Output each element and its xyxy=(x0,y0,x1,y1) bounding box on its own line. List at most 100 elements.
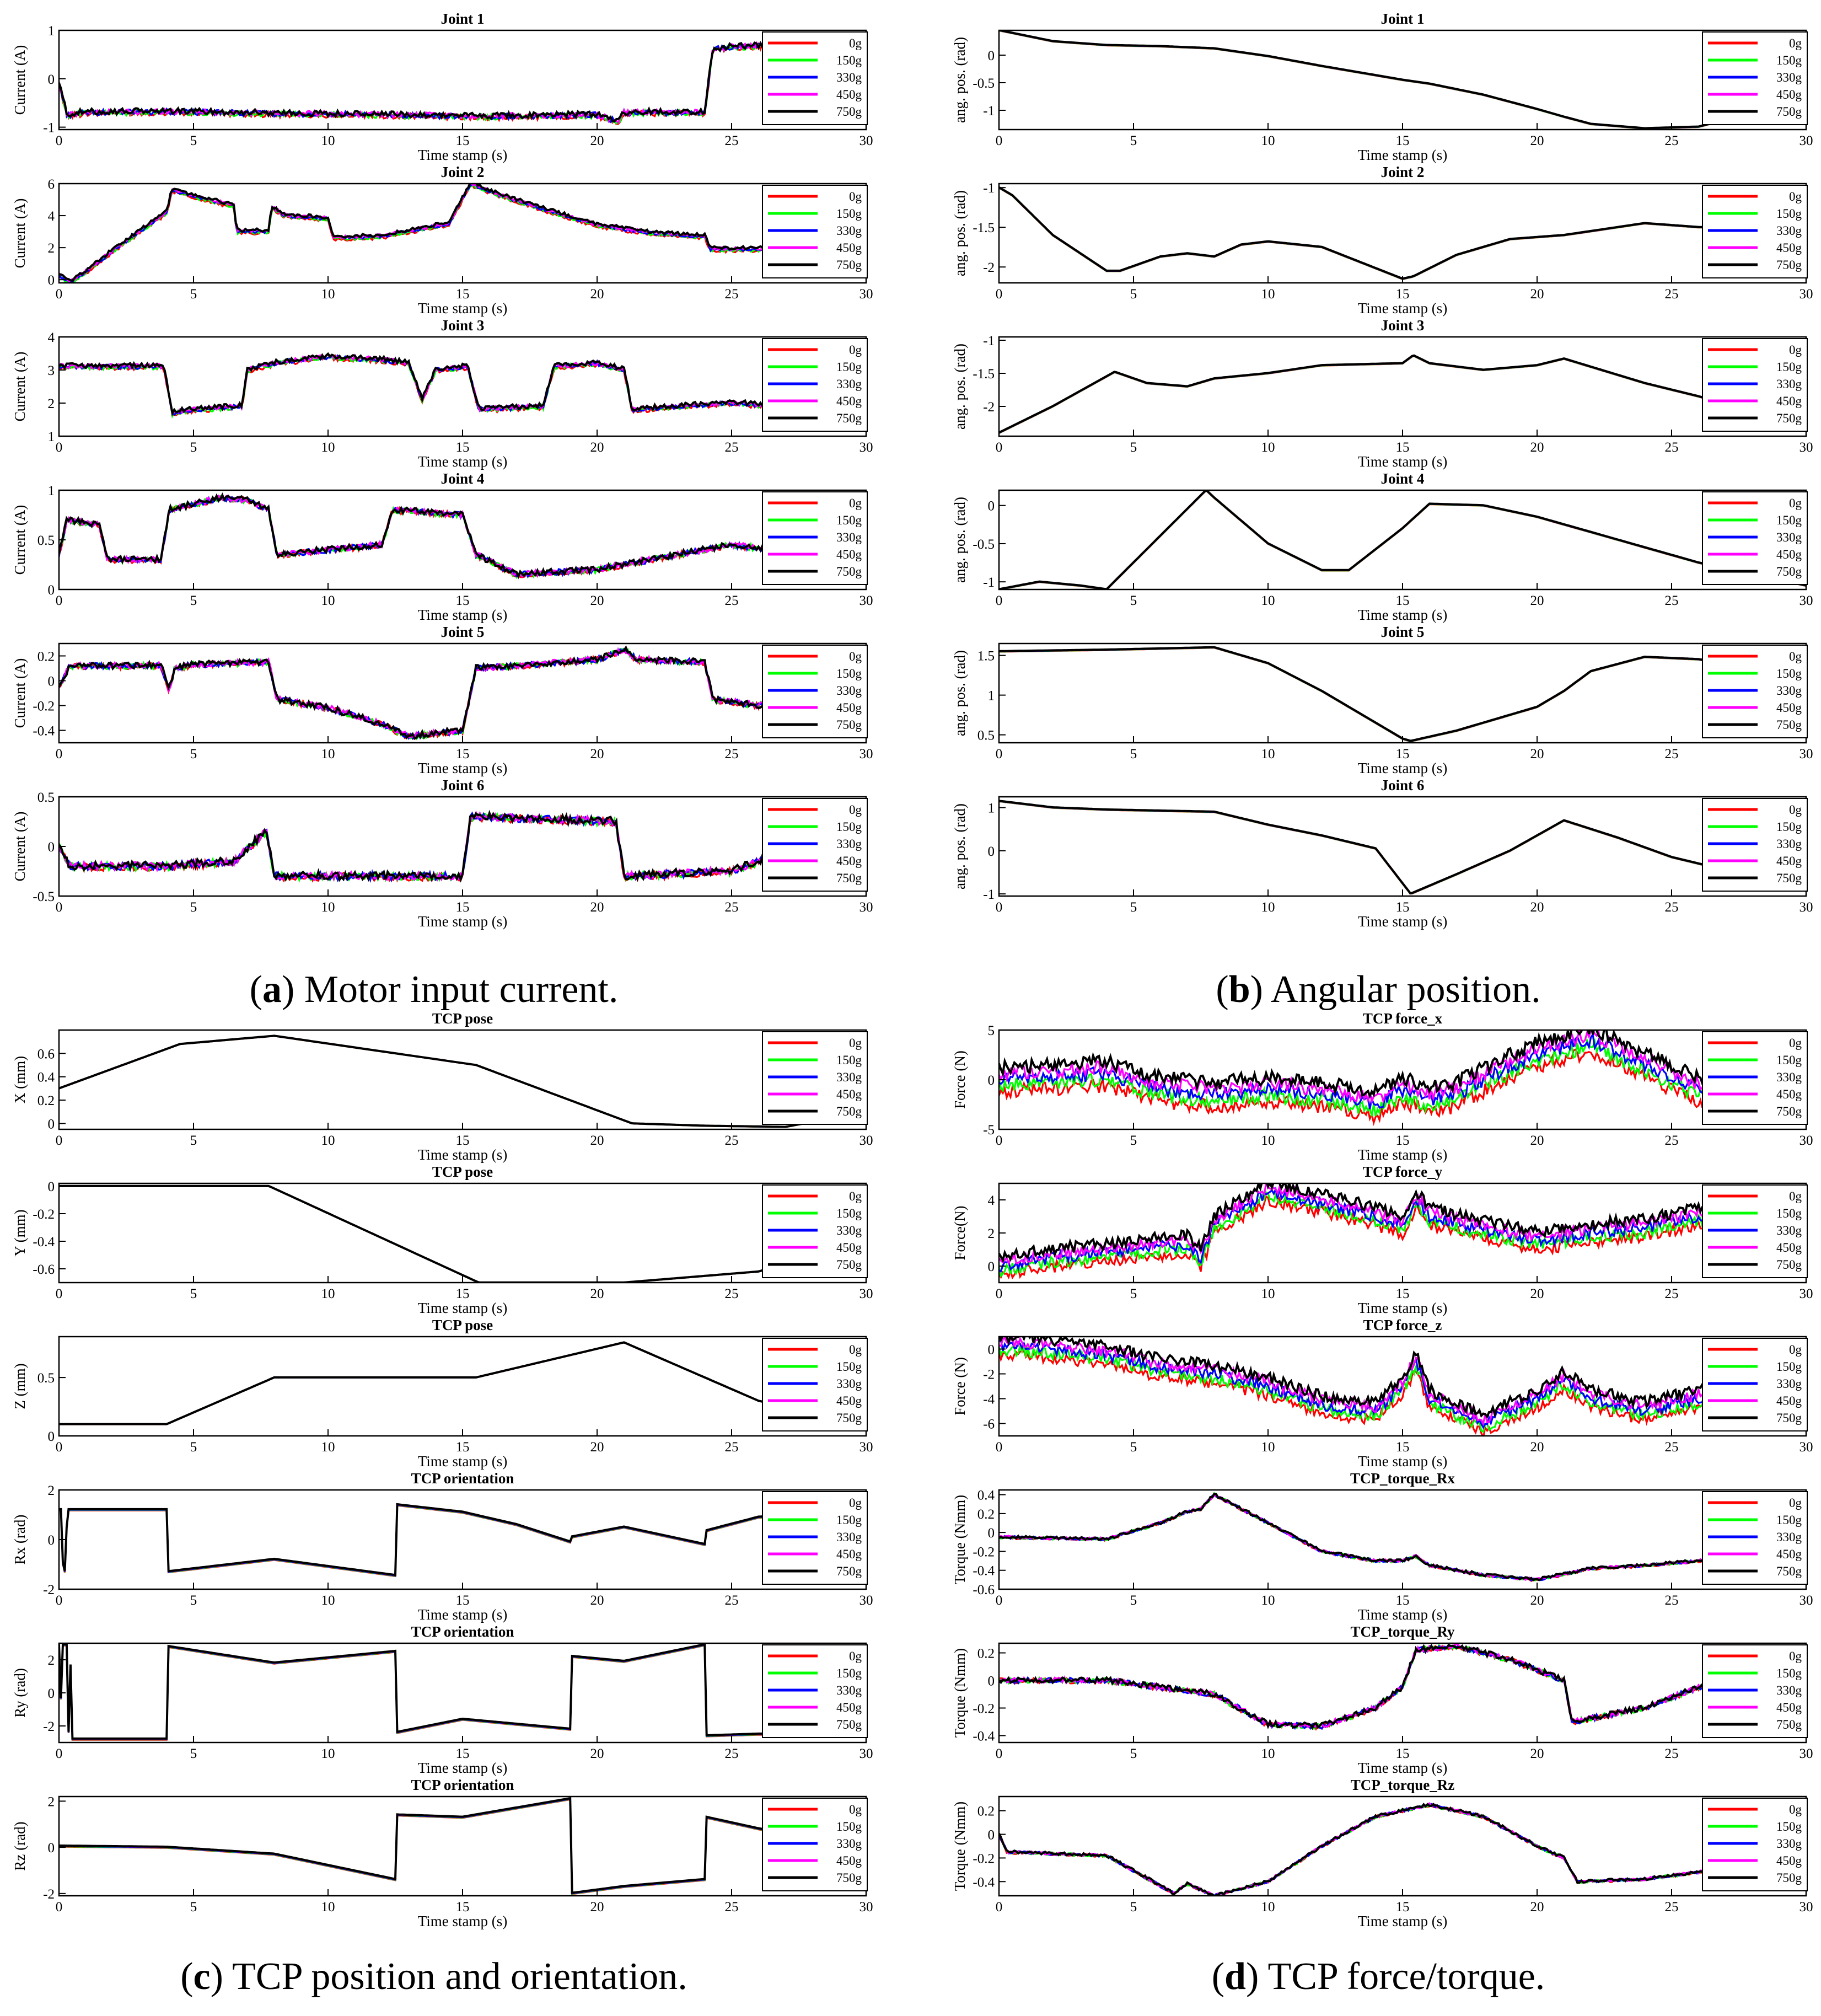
legend-label-0g: 0g xyxy=(849,650,862,663)
legend-label-330g: 330g xyxy=(836,1683,862,1697)
series-line-150g xyxy=(999,1804,1806,1896)
x-axis-label: Time stamp (s) xyxy=(418,1453,508,1470)
y-tick-label: -1 xyxy=(983,104,995,119)
x-tick-label: 0 xyxy=(56,133,63,148)
subplot-b-4: Joint 4 0 5 10 15 20 25 30 Time stamp (s) -1 -0.5 0… xyxy=(952,470,1813,623)
x-tick-label: 15 xyxy=(1396,287,1410,302)
subplot-b-1: Joint 1 0 5 10 15 20 25 30 Time stamp (s) -1 -0.5 0… xyxy=(952,10,1813,163)
legend-label-450g: 450g xyxy=(836,1241,862,1254)
y-tick-label: -2 xyxy=(983,260,995,275)
x-tick-label: 0 xyxy=(996,1900,1003,1915)
x-tick-label: 30 xyxy=(1799,440,1813,455)
y-tick-label: 0.2 xyxy=(977,1647,995,1661)
x-tick-label: 5 xyxy=(1130,1593,1137,1608)
caption-c: (c) TCP position and orientation. xyxy=(180,1955,687,1998)
y-tick-label: -0.4 xyxy=(33,1235,55,1250)
legend-label-150g: 150g xyxy=(1776,1360,1802,1374)
x-tick-label: 15 xyxy=(456,1746,470,1761)
x-tick-label: 5 xyxy=(1130,440,1137,455)
legend-label-750g: 750g xyxy=(1776,105,1802,119)
x-tick-label: 5 xyxy=(190,1593,197,1608)
legend-label-750g: 750g xyxy=(836,871,862,885)
x-tick-label: 5 xyxy=(190,440,197,455)
x-tick-label: 15 xyxy=(1396,133,1410,148)
y-tick-label: 5 xyxy=(988,1023,995,1038)
series-line-750g xyxy=(999,1643,1806,1730)
series-line-330g xyxy=(59,1341,866,1425)
legend-label-450g: 450g xyxy=(836,548,862,561)
x-tick-label: 5 xyxy=(1130,747,1137,762)
x-tick-label: 30 xyxy=(1799,1900,1813,1915)
x-tick-label: 15 xyxy=(1396,900,1410,915)
legend-label-150g: 150g xyxy=(836,513,862,527)
x-tick-label: 30 xyxy=(860,440,873,455)
y-axis-label: Current (A) xyxy=(12,45,28,115)
series-group xyxy=(59,352,866,419)
legend-label-0g: 0g xyxy=(1789,803,1802,817)
y-tick-label: 0 xyxy=(48,1533,55,1548)
x-axis-label: Time stamp (s) xyxy=(418,607,508,623)
series-group xyxy=(999,800,1806,895)
legend-label-150g: 150g xyxy=(836,53,862,67)
legend: 0g 150g 330g 450g 750g xyxy=(1702,1798,1808,1891)
y-tick-label: 0 xyxy=(48,583,55,598)
legend-label-330g: 330g xyxy=(1776,224,1802,238)
legend-label-0g: 0g xyxy=(849,36,862,50)
y-tick-label: 0 xyxy=(48,840,55,855)
axes-frame xyxy=(58,1336,867,1437)
legend-label-330g: 330g xyxy=(1776,1377,1802,1391)
series-group xyxy=(59,1503,866,1578)
y-tick-label: 0 xyxy=(48,1686,55,1701)
x-axis-label: Time stamp (s) xyxy=(1358,300,1448,317)
y-tick-label: -6 xyxy=(983,1417,995,1432)
legend-label-150g: 150g xyxy=(1776,53,1802,67)
y-tick-label: 1 xyxy=(48,484,55,498)
legend: 0g 150g 330g 450g 750g xyxy=(1702,491,1808,585)
y-tick-label: -0.5 xyxy=(973,537,995,552)
series-line-0g xyxy=(999,1048,1806,1127)
series-line-750g xyxy=(999,354,1806,434)
subplot-title: Joint 2 xyxy=(1381,164,1425,180)
legend-label-0g: 0g xyxy=(1789,496,1802,510)
y-tick-label: -1 xyxy=(43,121,55,136)
legend-label-150g: 150g xyxy=(836,360,862,374)
y-axis-label: Rx (rad) xyxy=(12,1515,28,1565)
x-tick-label: 0 xyxy=(996,1133,1003,1148)
x-tick-label: 20 xyxy=(590,1440,604,1455)
legend-label-150g: 150g xyxy=(1776,1513,1802,1527)
legend-label-0g: 0g xyxy=(849,1036,862,1050)
x-tick-label: 5 xyxy=(190,1746,197,1761)
legend: 0g 150g 330g 450g 750g xyxy=(762,1491,868,1585)
x-tick-label: 30 xyxy=(1799,900,1813,915)
x-tick-label: 0 xyxy=(56,1593,63,1608)
series-line-0g xyxy=(999,1493,1806,1582)
legend-label-450g: 450g xyxy=(1776,1087,1802,1101)
legend-label-450g: 450g xyxy=(836,88,862,101)
series-line-450g xyxy=(59,1034,866,1128)
y-tick-label: -0.2 xyxy=(973,1545,995,1559)
x-axis-label: Time stamp (s) xyxy=(1358,1300,1448,1316)
x-tick-label: 20 xyxy=(590,900,604,915)
axes-frame xyxy=(58,1642,867,1744)
series-line-330g xyxy=(59,1185,866,1283)
y-tick-label: -0.4 xyxy=(973,1729,995,1744)
x-tick-label: 30 xyxy=(1799,747,1813,762)
series-line-750g xyxy=(59,35,866,123)
x-tick-label: 20 xyxy=(1530,1746,1544,1761)
x-tick-label: 20 xyxy=(590,133,604,148)
series-group xyxy=(999,1337,1806,1436)
x-axis-label: Time stamp (s) xyxy=(418,453,508,470)
x-tick-label: 15 xyxy=(456,440,470,455)
series-line-750g xyxy=(999,1337,1806,1419)
x-tick-label: 20 xyxy=(590,1133,604,1148)
series-group xyxy=(999,1183,1806,1280)
x-tick-label: 30 xyxy=(1799,1746,1813,1761)
y-tick-label: 2 xyxy=(48,396,55,411)
x-axis-label: Time stamp (s) xyxy=(418,1146,508,1163)
legend-label-450g: 450g xyxy=(836,1854,862,1868)
x-axis-label: Time stamp (s) xyxy=(1358,1760,1448,1776)
x-tick-label: 30 xyxy=(860,1286,873,1301)
subplot-title: Joint 6 xyxy=(1381,777,1425,793)
legend-label-750g: 750g xyxy=(1776,565,1802,578)
